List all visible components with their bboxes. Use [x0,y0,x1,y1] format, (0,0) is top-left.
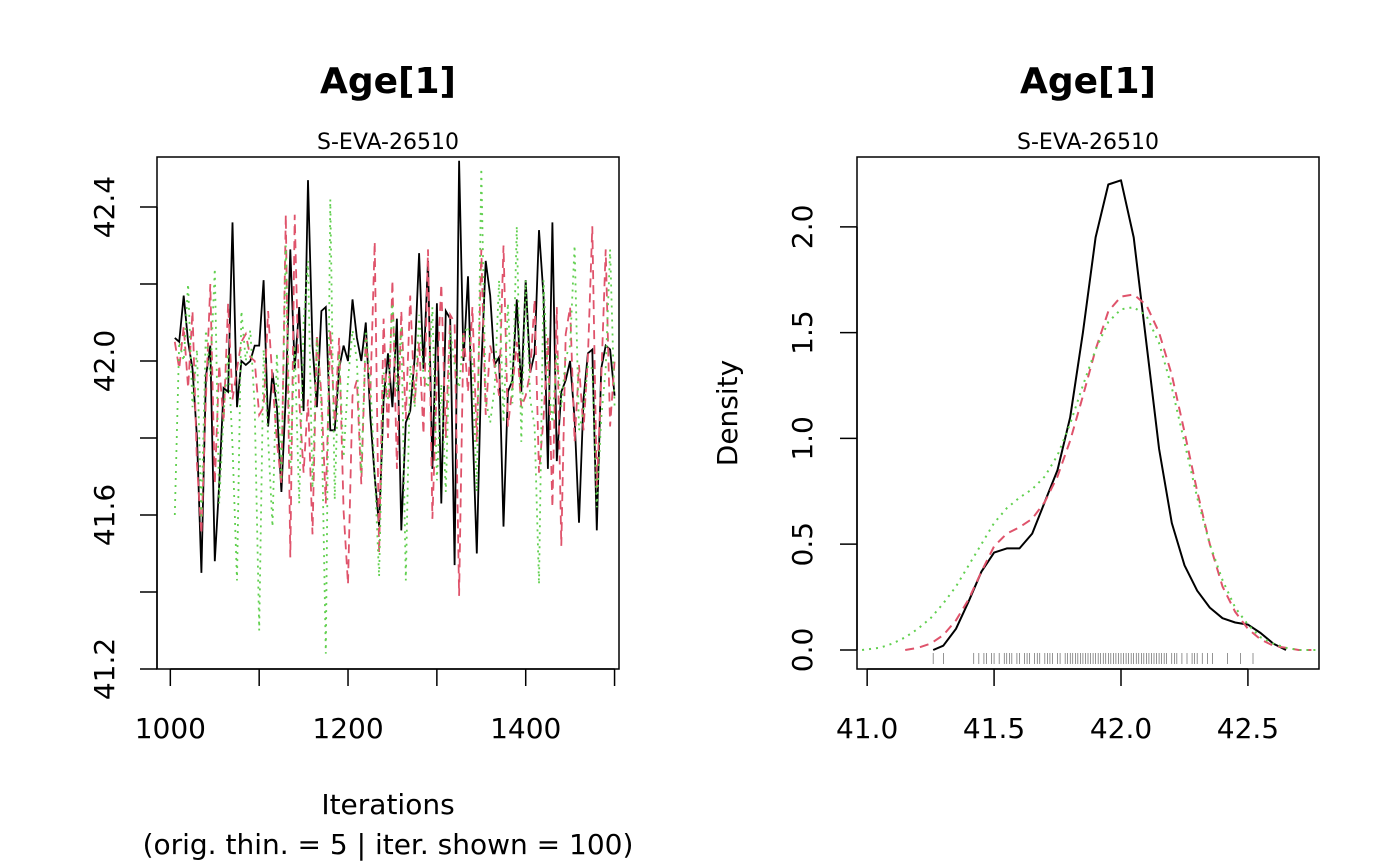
density-x-tick-label: 41.0 [836,712,898,745]
density-y-tick-label: 1.5 [786,310,819,355]
density-y-tick-label: 1.0 [786,416,819,461]
density-rug [932,652,1254,664]
density-series-group [861,179,1319,651]
trace-x-tick-label: 1200 [312,712,383,745]
density-x-tick-label: 42.0 [1090,712,1152,745]
density-plot-frame [856,156,1320,670]
density-x-tick-label: 42.5 [1217,712,1279,745]
trace-subtitle: S-EVA-26510 [317,130,459,155]
density-title: Age[1] [1020,61,1156,102]
density-x-tick-label: 41.5 [963,712,1025,745]
density-series-line-3 [861,306,1319,651]
trace-x-label: Iterations [321,788,454,821]
density-subtitle: S-EVA-26510 [1017,130,1159,155]
trace-x-tick-label: 1000 [135,712,206,745]
density-series-line-1 [932,179,1287,651]
density-y-tick-label: 0.5 [786,522,819,567]
density-plot: Age[1] S-EVA-26510 41.0 41.5 42.0 42.5 0.00… [711,61,1320,745]
trace-y-tick-label: 42.0 [88,330,121,392]
trace-y-axis: 41.2 41.6 42.0 42.4 [88,176,158,700]
density-y-tick-label: 0.0 [786,628,819,673]
density-series-line-2 [905,293,1312,651]
density-x-axis: 41.0 41.5 42.0 42.5 [836,668,1279,745]
density-y-label: Density [711,360,744,466]
trace-y-tick-label: 41.2 [88,638,121,700]
trace-series-line-3 [173,168,616,654]
trace-title: Age[1] [320,61,456,102]
trace-x-label-note: (orig. thin. = 5 | iter. shown = 100) [143,828,634,861]
trace-y-tick-label: 42.4 [88,176,121,238]
trace-x-tick-label: 1400 [490,712,561,745]
trace-plot: Age[1] S-EVA-26510 1000 1200 1400 41.2 41.6… [88,61,633,861]
trace-x-axis: 1000 1200 1400 [135,668,616,745]
trace-series-group [173,160,616,654]
density-y-axis: 0.0 0.5 1.0 1.5 2.0 [786,205,858,673]
density-y-tick-label: 2.0 [786,205,819,250]
trace-y-tick-label: 41.6 [88,484,121,546]
